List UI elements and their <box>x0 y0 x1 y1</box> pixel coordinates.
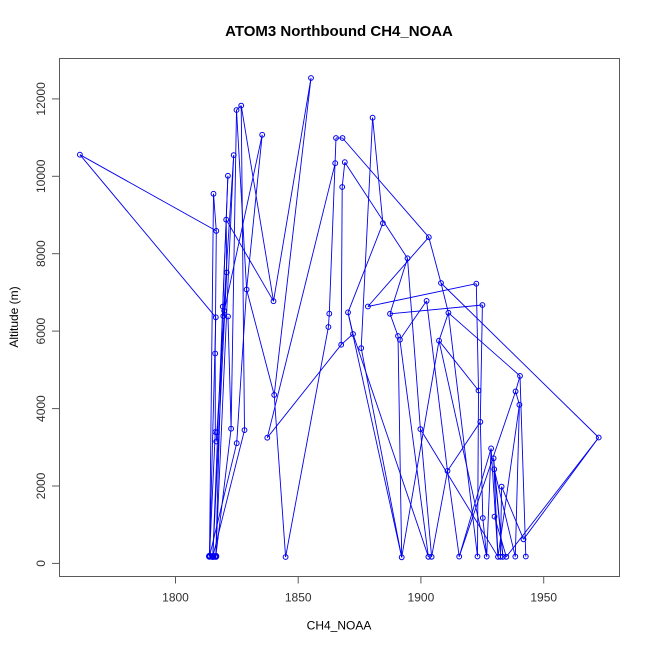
svg-text:6000: 6000 <box>34 317 48 344</box>
svg-text:12000: 12000 <box>34 82 48 116</box>
svg-text:4000: 4000 <box>34 395 48 422</box>
svg-text:1850: 1850 <box>285 590 312 604</box>
svg-text:0: 0 <box>34 560 48 567</box>
svg-text:1900: 1900 <box>408 590 435 604</box>
svg-text:2000: 2000 <box>34 472 48 499</box>
svg-text:1800: 1800 <box>162 590 189 604</box>
svg-text:CH4_NOAA: CH4_NOAA <box>307 619 372 633</box>
svg-text:1950: 1950 <box>530 590 557 604</box>
svg-text:ATOM3 Northbound CH4_NOAA: ATOM3 Northbound CH4_NOAA <box>225 23 453 40</box>
svg-text:10000: 10000 <box>34 159 48 193</box>
svg-text:8000: 8000 <box>34 240 48 267</box>
svg-text:Altitude (m): Altitude (m) <box>7 286 21 347</box>
